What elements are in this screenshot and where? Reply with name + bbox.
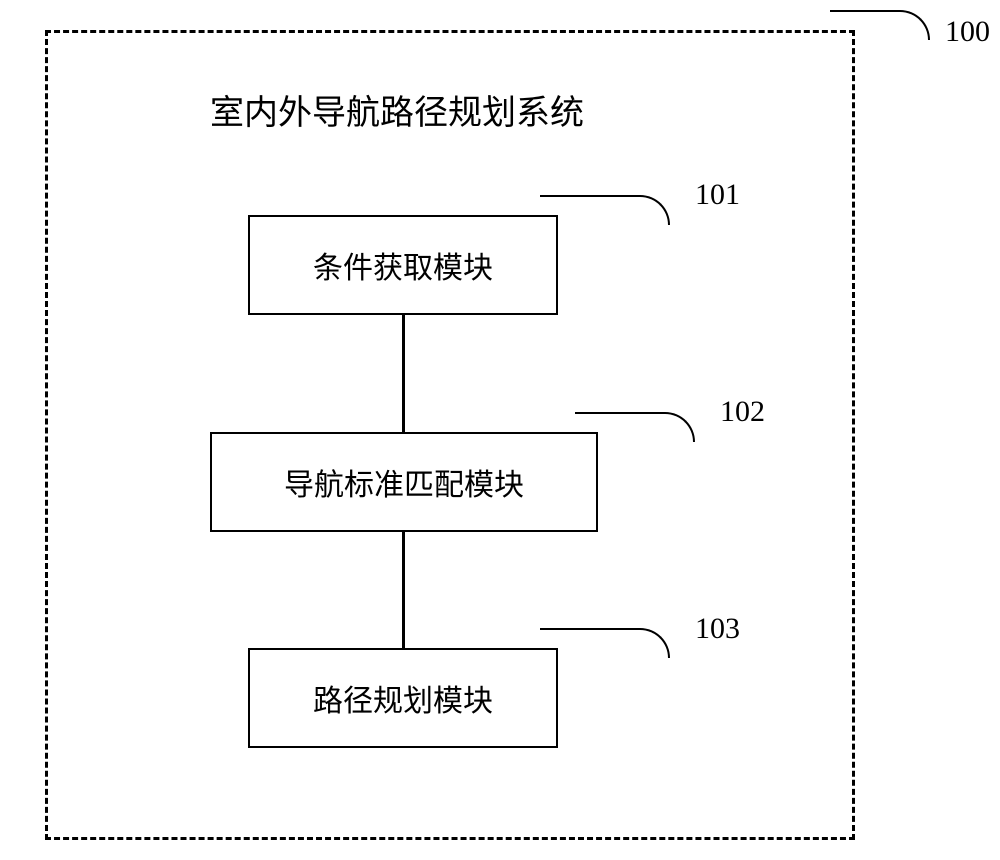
node2-label-line bbox=[575, 412, 695, 442]
module-path-planning: 路径规划模块 bbox=[248, 648, 558, 748]
module-label: 路径规划模块 bbox=[313, 676, 493, 720]
module-label: 导航标准匹配模块 bbox=[284, 460, 524, 504]
system-title: 室内外导航路径规划系统 bbox=[210, 85, 584, 134]
module-label: 条件获取模块 bbox=[313, 243, 493, 287]
container-label: 100 bbox=[945, 15, 990, 49]
node1-label-line bbox=[540, 195, 670, 225]
module-navigation-matching: 导航标准匹配模块 bbox=[210, 432, 598, 532]
module-condition-acquisition: 条件获取模块 bbox=[248, 215, 558, 315]
node3-label-line bbox=[540, 628, 670, 658]
node3-ref-label: 103 bbox=[695, 612, 740, 646]
container-label-line bbox=[830, 10, 930, 40]
connector-1-2 bbox=[402, 315, 405, 432]
node1-ref-label: 101 bbox=[695, 178, 740, 212]
node2-ref-label: 102 bbox=[720, 395, 765, 429]
connector-2-3 bbox=[402, 532, 405, 648]
